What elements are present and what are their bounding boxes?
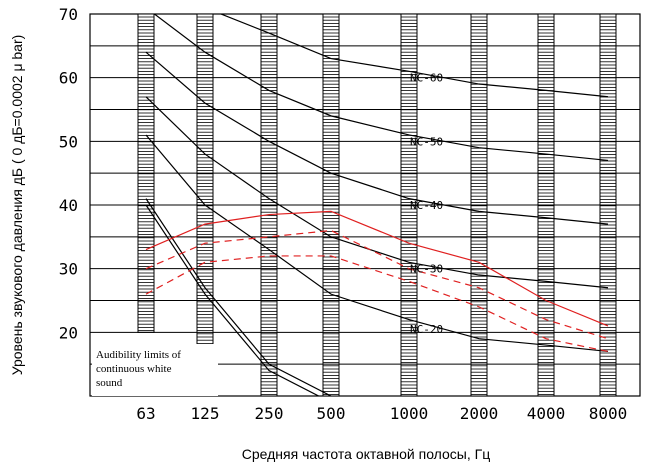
audibility-limit-line-1 xyxy=(145,198,332,396)
audibility-note: Audibility limits of continuous white so… xyxy=(92,344,218,396)
y-axis-title: Уровень звукового давления дБ ( 0 дБ=0.0… xyxy=(9,35,25,376)
x-tick-label-250: 250 xyxy=(255,404,284,423)
x-tick-label-1000: 1000 xyxy=(390,404,429,423)
audibility-limit-line-2 xyxy=(145,204,320,396)
audibility-note-line-2: continuous white xyxy=(96,363,172,375)
curves xyxy=(145,14,609,396)
red-curve-3-dashed xyxy=(145,255,609,353)
x-tick-label-8000: 8000 xyxy=(589,404,628,423)
audibility-note-line-1: Audibility limits of xyxy=(96,349,181,361)
nc-20-curve xyxy=(145,134,609,353)
tick-labels: 20 30 40 50 60 70 63 125 250 500 1000 2000 4000 8000 xyxy=(59,5,628,423)
x-axis-title: Средняя частота октавной полосы, Гц xyxy=(242,446,490,462)
nc-50-label: NC-50 xyxy=(410,135,443,148)
nc-40-curve xyxy=(145,51,609,225)
y-tick-label-20: 20 xyxy=(59,323,78,342)
nc-60-curve xyxy=(219,14,609,98)
x-tick-label-2000: 2000 xyxy=(460,404,499,423)
y-tick-label-70: 70 xyxy=(59,5,78,24)
nc-40-label: NC-40 xyxy=(410,199,443,212)
red-curve-1-solid xyxy=(145,210,609,327)
x-tick-label-500: 500 xyxy=(317,404,346,423)
nc-20-label: NC-20 xyxy=(410,323,443,336)
x-tick-label-63: 63 xyxy=(136,404,155,423)
audibility-note-line-3: sound xyxy=(96,377,123,389)
y-tick-label-60: 60 xyxy=(59,69,78,88)
nc-30-label: NC-30 xyxy=(410,263,443,276)
x-tick-label-125: 125 xyxy=(191,404,220,423)
curve-labels: NC-60 NC-50 NC-40 NC-30 NC-20 xyxy=(410,72,443,336)
red-curve-2-dashed xyxy=(145,229,609,340)
x-tick-label-4000: 4000 xyxy=(527,404,566,423)
nc-60-label: NC-60 xyxy=(410,72,443,85)
y-tick-label-50: 50 xyxy=(59,132,78,151)
y-tick-label-30: 30 xyxy=(59,260,78,279)
y-tick-label-40: 40 xyxy=(59,196,78,215)
audibility-note-box xyxy=(92,344,218,396)
gridlines xyxy=(90,45,640,365)
nc-50-curve xyxy=(153,14,609,162)
